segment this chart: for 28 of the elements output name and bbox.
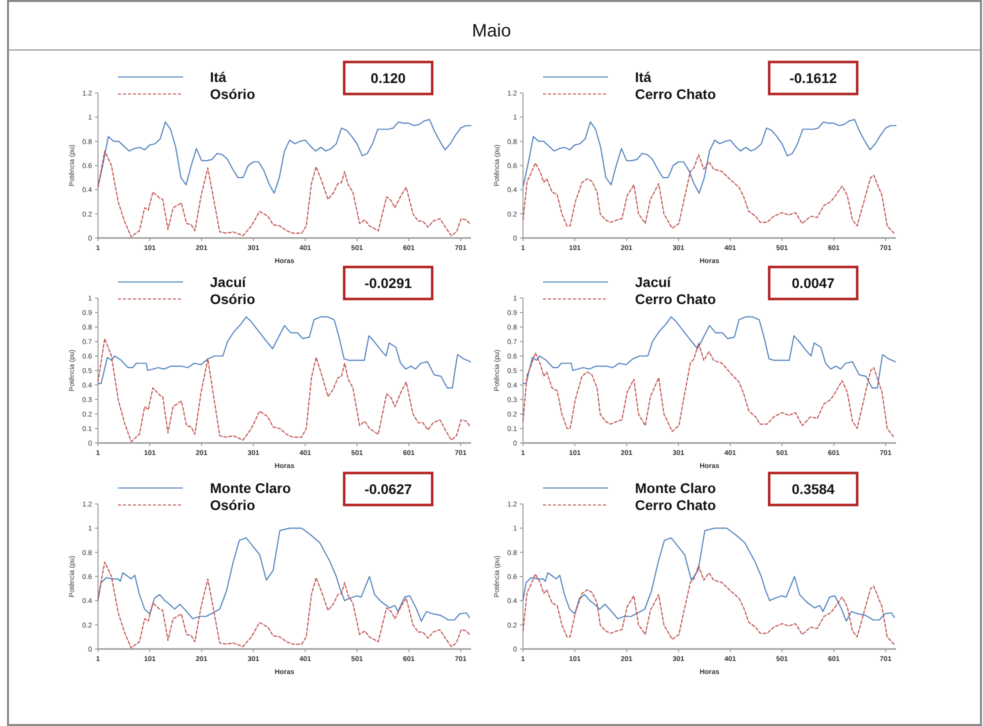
legend-label: Itá — [210, 68, 227, 85]
legend-label: Monte Claro — [635, 480, 716, 496]
text: 0.3584 — [792, 480, 835, 497]
chart-title: Maio — [472, 20, 512, 40]
line-series — [522, 316, 896, 388]
legend-label: Osório — [210, 86, 256, 102]
legend-label: Monte Claro — [210, 480, 291, 496]
legend-label: Cerro Chato — [635, 290, 716, 307]
line-series — [97, 316, 472, 388]
legend-label: Jacuí — [635, 274, 672, 290]
line-series — [97, 528, 470, 622]
text: 0.0047 — [792, 274, 835, 291]
text: -0.0291 — [364, 274, 412, 291]
legend-label: Jacuí — [210, 274, 247, 290]
line-series — [522, 342, 894, 438]
legend-label: Cerro Chato — [635, 496, 716, 513]
legend-label: Osório — [210, 290, 256, 307]
text: -0.0627 — [364, 480, 412, 497]
legend-label: Cerro Chato — [635, 86, 716, 102]
line-series — [522, 119, 897, 194]
line-series — [522, 565, 894, 645]
line-series — [522, 154, 894, 234]
line-series — [97, 119, 472, 194]
legend-label: Osório — [210, 496, 256, 513]
text: 0.120 — [370, 70, 406, 86]
legend-label: Itá — [635, 68, 652, 85]
line-series — [522, 528, 895, 622]
text: -0.1612 — [789, 70, 838, 86]
